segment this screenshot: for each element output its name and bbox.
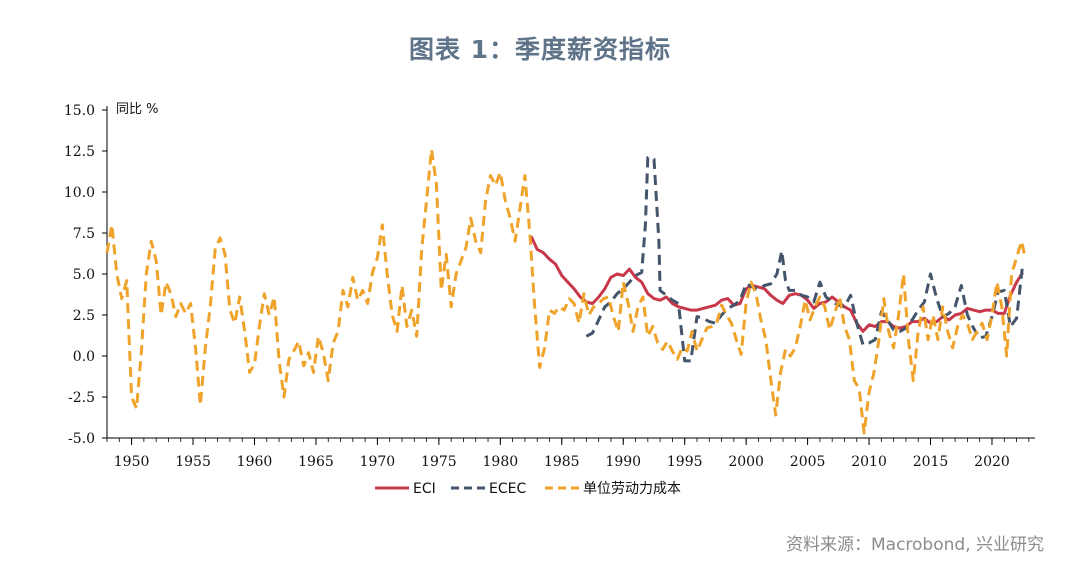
x-tick-label: 1985 xyxy=(544,454,580,470)
legend-label-1: ECEC xyxy=(489,481,526,497)
y-tick-label: 15.0 xyxy=(64,103,95,119)
chart-title: 图表 1：季度薪资指标 xyxy=(408,35,672,64)
y-tick-label: 2.5 xyxy=(73,308,95,324)
legend-label-0: ECI xyxy=(413,481,436,497)
x-tick-label: 1990 xyxy=(605,454,641,470)
x-axis: 1950 1955 1960 1965 1970 1975 1980 1985 1990 1995… xyxy=(106,437,1035,470)
y-tick-label: 0.0 xyxy=(73,349,95,365)
y-tick-label: -5.0 xyxy=(68,431,95,447)
x-tick-label: 2000 xyxy=(728,454,764,470)
x-tick-label: 2005 xyxy=(790,454,826,470)
y-tick-label: 12.5 xyxy=(64,144,95,160)
y-tick-label: 7.5 xyxy=(73,226,95,242)
x-tick-label: 1955 xyxy=(175,454,211,470)
x-tick-label: 1980 xyxy=(483,454,519,470)
x-tick-label: 1950 xyxy=(114,454,150,470)
series-lines xyxy=(105,147,1027,435)
x-tick-label: 1960 xyxy=(237,454,273,470)
series-line-1 xyxy=(585,156,1025,363)
series-line-2 xyxy=(105,147,1027,435)
x-tick-label: 2020 xyxy=(974,454,1010,470)
x-tick-label: 1970 xyxy=(360,454,396,470)
x-tick-label: 1965 xyxy=(298,454,334,470)
y-tick-label: 5.0 xyxy=(73,267,95,283)
y-tick-label: 10.0 xyxy=(64,185,95,201)
y-unit-label: 同比 % xyxy=(116,102,159,117)
x-tick-label: 1995 xyxy=(667,454,703,470)
x-tick-label: 1975 xyxy=(421,454,457,470)
source-note: 资料来源：Macrobond, 兴业研究 xyxy=(785,535,1044,555)
y-tick-label: -2.5 xyxy=(68,390,95,406)
x-tick-label: 2010 xyxy=(851,454,887,470)
legend: ECI ECEC 单位劳动力成本 xyxy=(375,481,681,497)
legend-label-2: 单位劳动力成本 xyxy=(583,481,681,497)
series-line-0 xyxy=(529,235,1024,333)
x-tick-label: 2015 xyxy=(913,454,949,470)
y-axis: 15.0 12.5 10.0 7.5 5.0 2.5 0.0 -2.5 -5.0 xyxy=(64,103,108,447)
